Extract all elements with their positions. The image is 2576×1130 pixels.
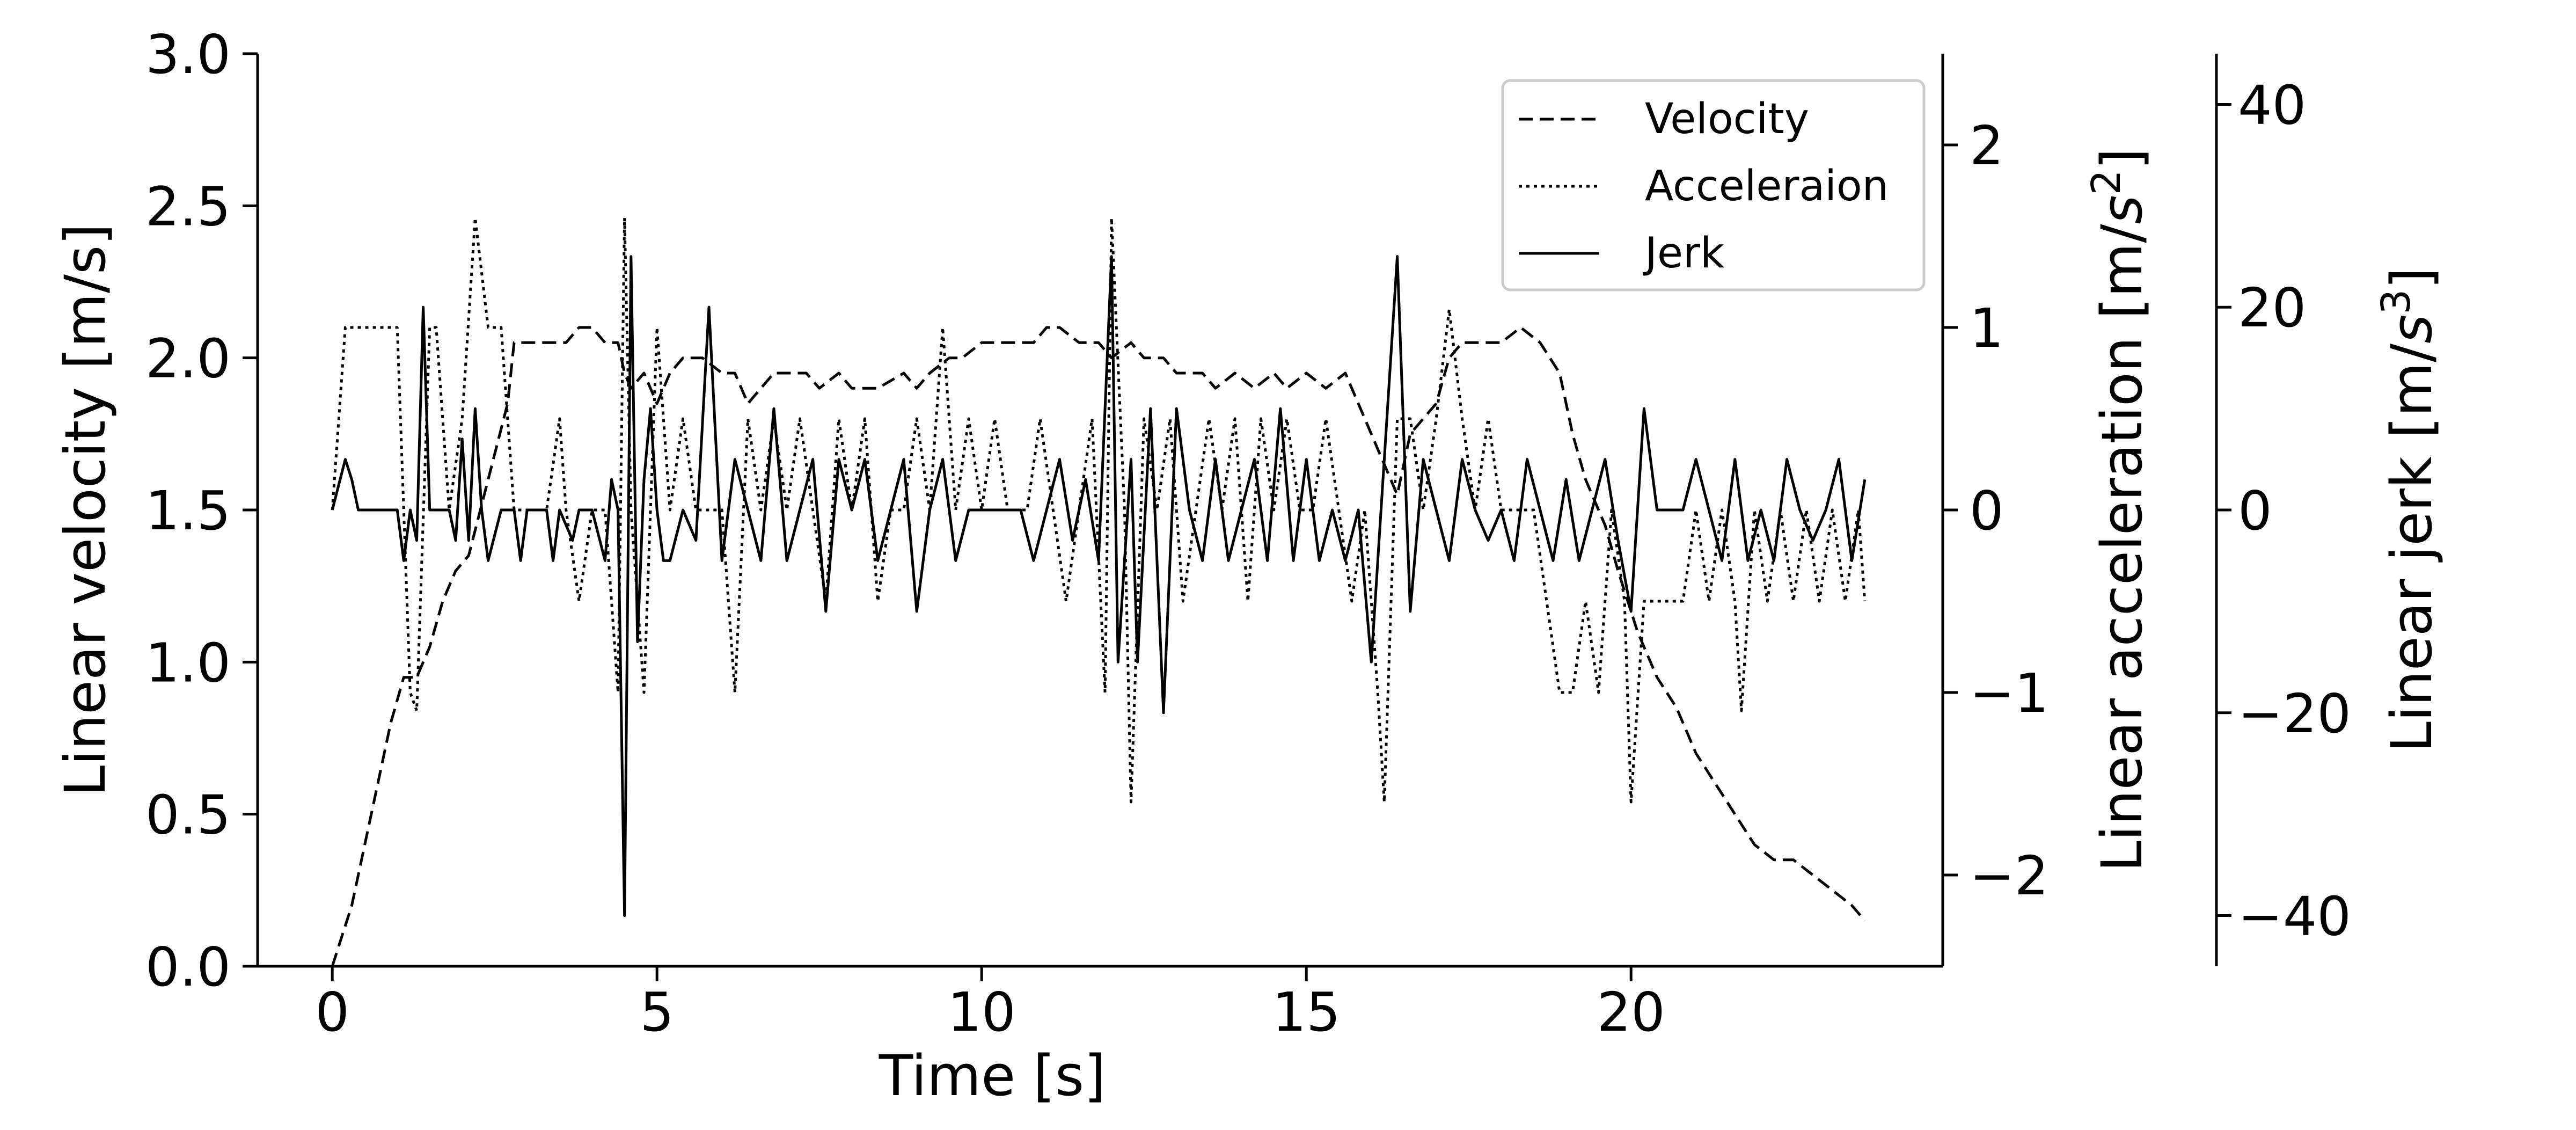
jerk-tick-label: 40 bbox=[2238, 74, 2306, 136]
legend-label-jerk: Jerk bbox=[1642, 229, 1724, 278]
acceleration-tick-label: 0 bbox=[1970, 479, 2004, 542]
velocity-tick-label: 2.5 bbox=[145, 175, 231, 238]
acceleration-axis-label: Linear acceleration [m/s2] bbox=[2083, 148, 2155, 872]
acceleration-tick-label: 2 bbox=[1970, 114, 2004, 177]
velocity-tick-label: 1.0 bbox=[145, 631, 231, 694]
series-line-jerk bbox=[331, 255, 1867, 917]
acceleration-tick-label: 1 bbox=[1970, 297, 2004, 360]
velocity-tick-label: 0.0 bbox=[145, 936, 231, 998]
legend-label-acceleraion: Acceleraion bbox=[1645, 162, 1889, 210]
x-tick-label: 15 bbox=[1272, 981, 1341, 1044]
acceleration-tick-label: −2 bbox=[1970, 844, 2048, 907]
jerk-axis-label: Linear jerk [m/s3] bbox=[2373, 267, 2445, 753]
series-layer bbox=[331, 216, 1867, 967]
acceleration-tick-label: −1 bbox=[1970, 662, 2048, 725]
jerk-tick-label: 20 bbox=[2238, 276, 2306, 339]
velocity-tick-label: 2.0 bbox=[145, 327, 231, 390]
series-line-acceleraion bbox=[331, 216, 1867, 804]
x-axis-label: Time [s] bbox=[879, 1043, 1106, 1109]
velocity-tick-label: 1.5 bbox=[145, 479, 231, 542]
jerk-tick-label: −20 bbox=[2238, 682, 2351, 745]
x-tick-label: 10 bbox=[948, 981, 1016, 1044]
velocity-tick-label: 0.5 bbox=[145, 784, 231, 847]
velocity-tick-label: 3.0 bbox=[145, 23, 231, 86]
legend: Velocity Acceleraion Jerk bbox=[1501, 79, 1926, 291]
jerk-tick-label: 0 bbox=[2238, 479, 2272, 542]
jerk-tick-label: −40 bbox=[2238, 885, 2351, 948]
x-tick-label: 20 bbox=[1597, 981, 1665, 1044]
x-tick-label: 0 bbox=[315, 981, 349, 1044]
legend-box bbox=[1501, 79, 1926, 291]
velocity-axis-label: Linear velocity [m/s] bbox=[53, 223, 118, 796]
x-tick-label: 5 bbox=[640, 981, 674, 1044]
series-line-velocity bbox=[331, 326, 1866, 967]
legend-label-velocity: Velocity bbox=[1645, 95, 1809, 143]
